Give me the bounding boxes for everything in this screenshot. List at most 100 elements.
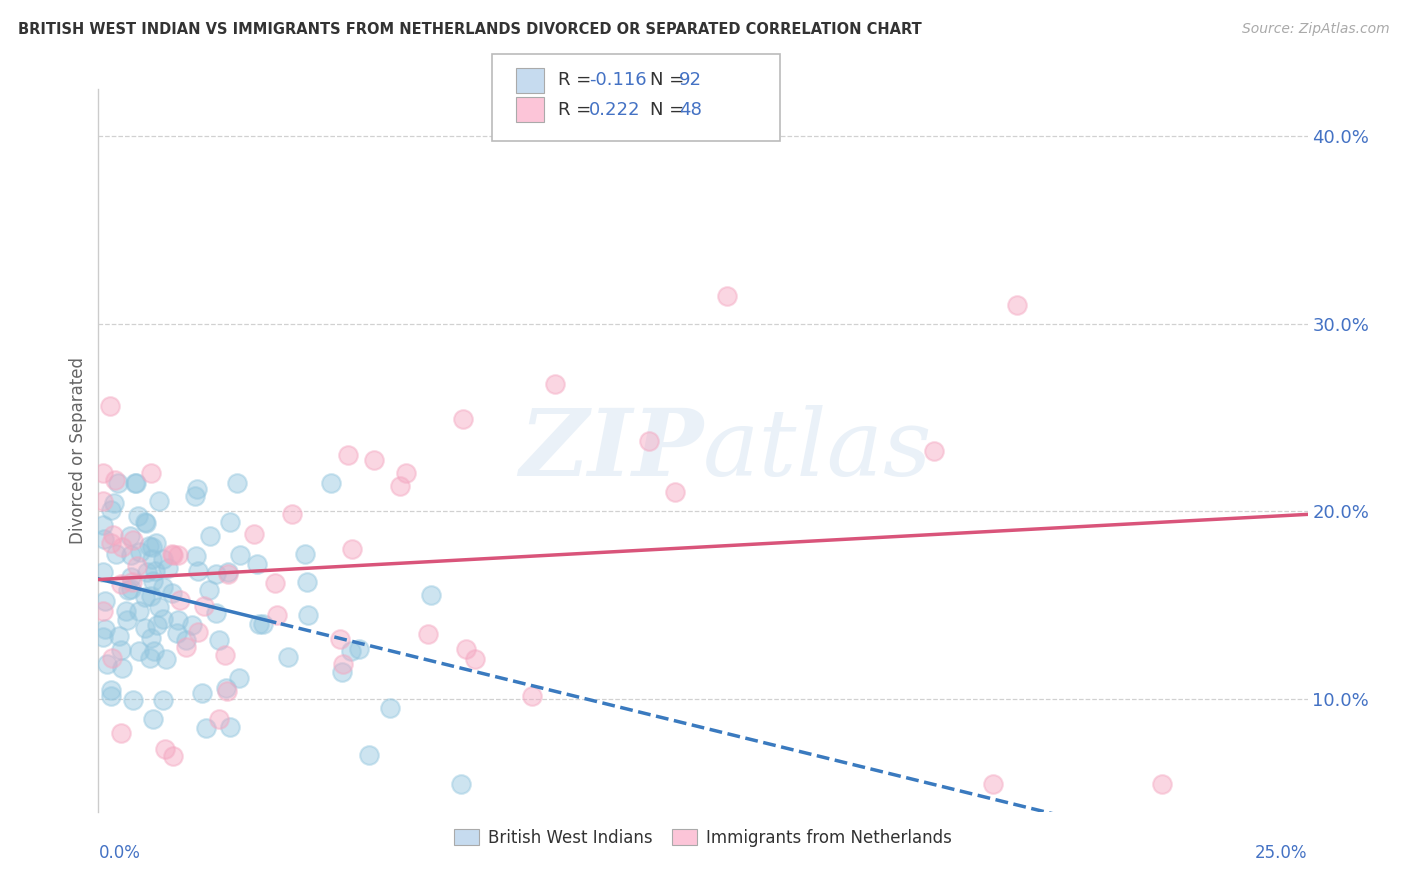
Point [187,564,209,578]
Point [191,686,214,700]
Point [297,608,319,623]
Point [152,552,174,566]
Point [451,412,474,426]
Point [162,548,184,562]
Point [93,532,115,546]
Point [127,508,149,523]
Point [91,630,114,644]
Point [522,689,544,703]
Point [281,507,304,521]
Point [215,683,238,698]
Point [107,476,129,491]
Point [110,577,132,591]
Point [104,473,127,487]
Point [134,590,156,604]
Point [162,586,184,600]
Point [120,570,142,584]
Point [174,632,197,647]
Point [100,682,122,697]
Point [266,607,288,622]
Point [246,558,269,572]
Point [155,652,177,666]
Point [193,599,215,613]
Point [148,494,170,508]
Point [389,479,412,493]
Point [100,503,122,517]
Point [205,607,228,621]
Point [464,652,486,666]
Point [100,536,122,550]
Point [228,671,250,685]
Text: 25.0%: 25.0% [1256,844,1308,863]
Point [143,565,166,579]
Point [152,580,174,594]
Point [111,540,134,554]
Legend: British West Indians, Immigrants from Netherlands: British West Indians, Immigrants from Ne… [446,821,960,855]
Point [214,648,236,663]
Point [110,725,132,739]
Point [252,617,274,632]
Point [187,625,209,640]
Point [340,644,363,658]
Point [121,693,143,707]
Point [297,575,319,590]
Point [219,720,242,734]
Point [104,547,127,561]
Point [247,617,270,632]
Point [142,574,165,589]
Text: 48: 48 [679,101,702,119]
Point [91,565,114,579]
Point [205,566,228,581]
Point [363,452,385,467]
Point [108,629,131,643]
Point [135,516,157,531]
Text: N =: N = [650,101,689,119]
Point [349,642,371,657]
Point [128,604,150,618]
Point [1152,776,1174,790]
Point [94,622,117,636]
Point [330,665,353,679]
Point [120,582,142,596]
Point [215,681,238,695]
Point [162,749,184,764]
Point [141,713,163,727]
Point [143,644,166,658]
Point [115,613,138,627]
Text: BRITISH WEST INDIAN VS IMMIGRANTS FROM NETHERLANDS DIVORCED OR SEPARATED CORRELA: BRITISH WEST INDIAN VS IMMIGRANTS FROM N… [18,22,922,37]
Point [981,776,1004,790]
Point [922,444,945,458]
Point [167,549,190,563]
Point [198,582,221,597]
Point [128,644,150,658]
Point [450,776,472,790]
Point [139,589,162,603]
Point [329,632,352,647]
Point [217,567,239,582]
Point [332,657,354,672]
Point [152,612,174,626]
Point [419,588,441,602]
Point [124,476,146,491]
Point [208,712,231,726]
Point [264,576,287,591]
Point [111,661,134,675]
Text: ZIP: ZIP [519,406,703,495]
Point [664,485,686,500]
Point [229,548,252,562]
Point [125,476,148,491]
Point [200,528,222,542]
Point [96,657,118,671]
Point [337,448,360,462]
Point [243,527,266,541]
Point [103,495,125,509]
Text: 0.222: 0.222 [589,101,641,119]
Point [637,434,659,449]
Point [101,528,124,542]
Point [543,376,565,391]
Point [125,559,148,574]
Point [110,643,132,657]
Point [139,651,162,665]
Point [91,493,114,508]
Point [101,651,124,665]
